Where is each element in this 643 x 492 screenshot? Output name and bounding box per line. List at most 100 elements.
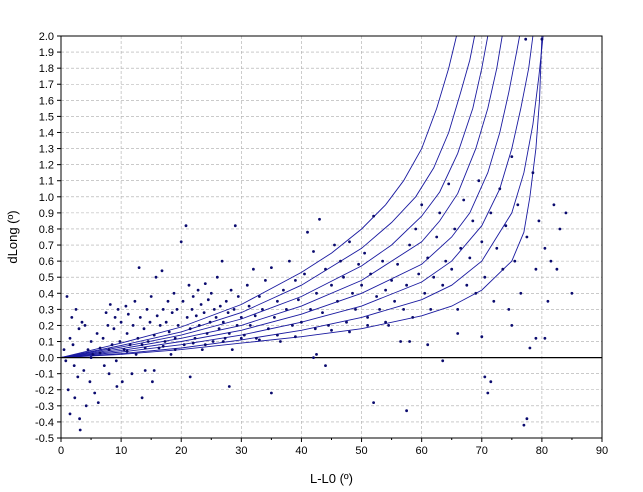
data-point bbox=[224, 299, 228, 303]
data-point bbox=[233, 224, 237, 228]
data-point bbox=[405, 409, 408, 413]
y-tick-label: 0.4 bbox=[39, 288, 54, 300]
x-tick-label: 70 bbox=[476, 445, 488, 457]
y-tick-label: 2.0 bbox=[39, 31, 54, 43]
data-point bbox=[312, 250, 315, 253]
data-point bbox=[474, 291, 478, 295]
data-point bbox=[402, 308, 405, 311]
data-point bbox=[414, 227, 418, 231]
data-point bbox=[98, 346, 102, 350]
data-point bbox=[450, 267, 454, 271]
data-point bbox=[66, 388, 70, 392]
data-point bbox=[71, 343, 75, 347]
data-point bbox=[68, 336, 72, 340]
y-tick-label: 0.8 bbox=[39, 224, 54, 236]
data-point bbox=[175, 308, 179, 311]
data-point bbox=[169, 353, 173, 356]
x-tick-label: 0 bbox=[58, 445, 64, 457]
data-point bbox=[282, 288, 285, 292]
data-point bbox=[369, 272, 372, 276]
data-point bbox=[212, 308, 216, 311]
data-point bbox=[120, 380, 124, 384]
data-point bbox=[68, 412, 72, 416]
y-axis-ticks: -0.5 -0.4 -0.3 -0.2 -0.1 0.0 0.1 0.2 0.3 0.4 0.5 0.… bbox=[35, 31, 61, 445]
x-tick-label: 10 bbox=[115, 445, 127, 457]
data-point bbox=[558, 227, 562, 231]
data-point bbox=[173, 348, 177, 351]
data-point bbox=[209, 291, 213, 295]
data-point bbox=[247, 304, 251, 308]
data-point bbox=[507, 308, 511, 311]
data-point bbox=[65, 295, 69, 298]
data-point bbox=[309, 308, 312, 311]
data-point bbox=[363, 251, 366, 255]
data-point bbox=[468, 256, 472, 260]
data-point bbox=[411, 316, 415, 319]
y-tick-label: 0.5 bbox=[39, 272, 54, 284]
data-point bbox=[306, 230, 309, 234]
data-point bbox=[300, 320, 303, 324]
data-point bbox=[330, 328, 333, 332]
data-point bbox=[140, 343, 144, 347]
data-point bbox=[211, 340, 215, 343]
data-point bbox=[152, 333, 156, 337]
data-point bbox=[98, 351, 102, 355]
data-point bbox=[462, 198, 466, 202]
data-point bbox=[483, 375, 487, 379]
data-point bbox=[163, 340, 167, 343]
data-point bbox=[149, 295, 153, 298]
data-point bbox=[516, 203, 520, 207]
data-point bbox=[140, 396, 144, 400]
data-point bbox=[167, 330, 171, 334]
data-point bbox=[540, 37, 544, 41]
data-point bbox=[160, 269, 164, 273]
data-point bbox=[498, 187, 502, 191]
data-point bbox=[396, 262, 399, 266]
data-point bbox=[342, 275, 345, 279]
data-point bbox=[119, 320, 123, 324]
data-point bbox=[273, 316, 276, 319]
data-point bbox=[200, 348, 204, 351]
data-point bbox=[543, 246, 547, 250]
data-point bbox=[378, 308, 381, 311]
y-tick-label: -0.3 bbox=[35, 401, 54, 413]
data-point bbox=[253, 314, 257, 318]
y-tick-label: 1.8 bbox=[39, 63, 54, 75]
data-point bbox=[152, 369, 156, 372]
data-point bbox=[552, 203, 556, 207]
data-point bbox=[285, 308, 288, 311]
data-point bbox=[203, 282, 207, 285]
data-point bbox=[124, 304, 128, 308]
data-point bbox=[417, 272, 421, 276]
data-point bbox=[125, 332, 129, 335]
data-point bbox=[77, 327, 81, 331]
data-point bbox=[524, 37, 528, 41]
curve-line bbox=[60, 35, 503, 359]
data-point bbox=[330, 283, 333, 287]
data-point bbox=[312, 356, 315, 359]
data-point bbox=[459, 246, 463, 250]
data-point bbox=[393, 299, 396, 303]
data-point bbox=[88, 380, 92, 384]
data-point bbox=[513, 259, 517, 263]
data-point bbox=[122, 348, 126, 351]
x-tick-label: 40 bbox=[295, 445, 307, 457]
data-point bbox=[215, 275, 219, 279]
data-point bbox=[143, 369, 147, 372]
data-point bbox=[214, 316, 218, 319]
data-point bbox=[218, 304, 222, 308]
y-tick-label: 1.0 bbox=[39, 192, 54, 204]
scatter-points bbox=[62, 37, 574, 432]
y-tick-label: 1.6 bbox=[39, 95, 54, 107]
data-point bbox=[510, 324, 514, 327]
y-tick-label: -0.2 bbox=[35, 385, 54, 397]
data-point bbox=[161, 308, 165, 311]
data-point bbox=[74, 308, 78, 311]
data-point bbox=[227, 385, 231, 388]
data-point bbox=[315, 353, 318, 356]
data-point bbox=[321, 311, 324, 314]
data-point bbox=[236, 295, 240, 298]
data-point bbox=[89, 340, 93, 343]
data-point bbox=[199, 303, 203, 306]
data-point bbox=[399, 340, 402, 343]
